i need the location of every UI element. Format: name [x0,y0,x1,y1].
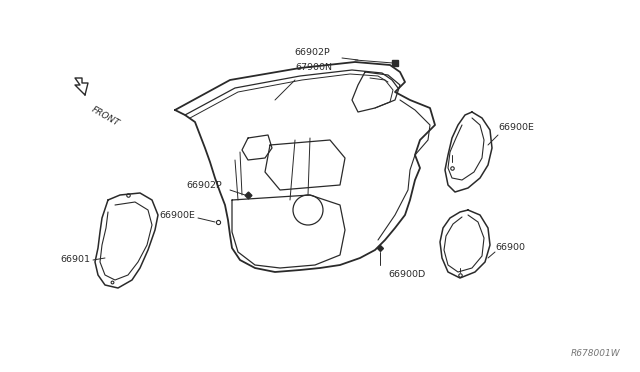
Text: FRONT: FRONT [90,105,121,128]
Text: 66902P: 66902P [186,180,222,189]
Text: R678001W: R678001W [570,349,620,358]
Text: 66900D: 66900D [388,270,425,279]
Text: 67900N: 67900N [295,63,332,72]
Text: 66900E: 66900E [498,124,534,132]
Text: 66900E: 66900E [159,211,195,219]
Text: 66902P: 66902P [294,48,330,57]
Text: 66900: 66900 [495,244,525,253]
Text: 66901: 66901 [60,256,90,264]
